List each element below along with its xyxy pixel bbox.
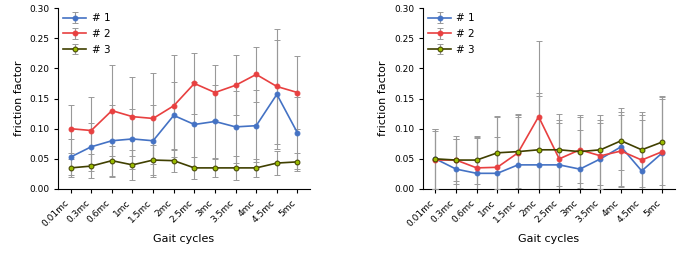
X-axis label: Gait cycles: Gait cycles <box>519 234 580 244</box>
Legend: # 1, # 2, # 3: # 1, # 2, # 3 <box>426 11 477 57</box>
Y-axis label: friction factor: friction factor <box>14 61 23 136</box>
X-axis label: Gait cycles: Gait cycles <box>153 234 214 244</box>
Y-axis label: friction factor: friction factor <box>378 61 388 136</box>
Legend: # 1, # 2, # 3: # 1, # 2, # 3 <box>62 11 112 57</box>
